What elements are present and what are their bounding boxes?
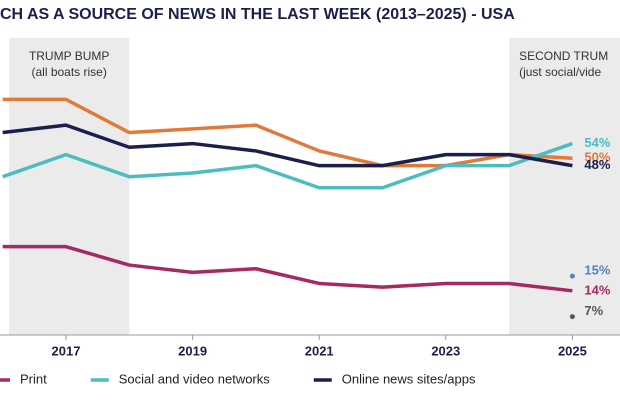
point (569, 314, 575, 320)
x-tick-label: 2017 (52, 343, 81, 358)
band-label: TRUMP BUMP (29, 49, 109, 63)
x-tick-label: 2023 (431, 343, 460, 358)
band-sublabel: (all boats rise) (31, 65, 106, 79)
point-label: 15% (584, 263, 610, 278)
legend-label: Online news sites/apps (342, 371, 476, 386)
point (569, 273, 575, 279)
end-label: 48% (584, 157, 610, 172)
x-tick-label: 2021 (305, 343, 334, 358)
series-line (2, 123, 573, 168)
chart-title: CH AS A SOURCE OF NEWS IN THE LAST WEEK … (0, 6, 515, 23)
point-label: 7% (584, 303, 603, 318)
legend-label: Print (20, 371, 47, 386)
band-label: SECOND TRUM (519, 49, 608, 63)
series-line (2, 97, 573, 168)
x-tick-label: 2025 (558, 343, 587, 358)
shaded-band (9, 38, 130, 335)
series-line (2, 244, 573, 293)
band-sublabel: (just social/vide (519, 65, 601, 79)
end-label: 54% (584, 135, 610, 150)
legend-label: Social and video networks (119, 371, 271, 386)
end-label: 50% (584, 150, 610, 165)
series-line (2, 141, 573, 190)
end-label: 14% (584, 282, 610, 297)
x-tick-label: 2019 (178, 343, 207, 358)
